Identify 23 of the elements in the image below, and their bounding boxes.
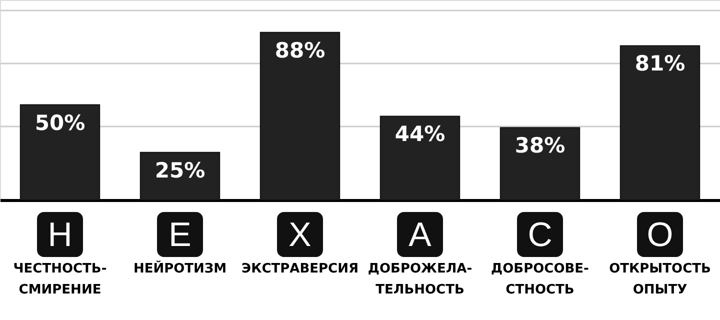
text: A xyxy=(408,216,432,254)
data-label: 81% xyxy=(634,52,686,76)
text: C xyxy=(528,216,552,254)
bar xyxy=(380,116,460,200)
x-tick-label: ЧЕСТНОСТЬ- СМИРЕНИЕ xyxy=(13,262,107,298)
bar xyxy=(620,45,700,200)
text: E xyxy=(168,216,192,254)
data-label: 50% xyxy=(34,110,86,135)
x-tick-label: ОТКРЫТОСТЬ ОПЫТУ xyxy=(609,262,711,298)
x-tick-label: ЭКСТРАВЕРСИЯ xyxy=(242,262,358,276)
text: X xyxy=(288,216,312,254)
text: O xyxy=(646,216,674,254)
data-label: 88% xyxy=(274,38,326,62)
x-tick-label: ДОБРОЖЕЛА- ТЕЛЬНОСТЬ xyxy=(368,262,472,298)
bar xyxy=(260,32,340,200)
text: H xyxy=(48,216,72,254)
data-label: 44% xyxy=(394,122,446,146)
bar xyxy=(500,127,580,200)
x-tick-label: ДОБРОСОВЕ- СТНОСТЬ xyxy=(491,262,589,298)
bar xyxy=(20,104,100,200)
data-label: 38% xyxy=(514,134,566,158)
data-label: 25% xyxy=(154,158,206,182)
x-tick-label: НЕЙРОТИЗМ xyxy=(133,260,227,276)
